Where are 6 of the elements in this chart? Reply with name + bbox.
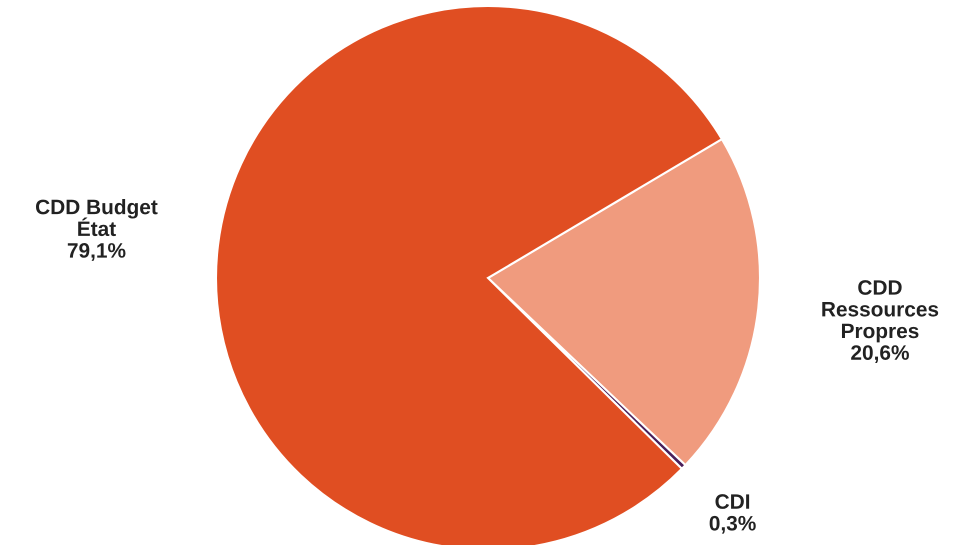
slice-label: CDD Ressources Propres: [822, 280, 938, 342]
data-label: 20,6%: [851, 345, 909, 363]
data-label: 0,3%: [710, 516, 756, 534]
slice-label: CDD Budget État: [36, 199, 158, 236]
data-label: 79,1%: [68, 243, 126, 261]
slice-label: CDI: [715, 494, 750, 509]
